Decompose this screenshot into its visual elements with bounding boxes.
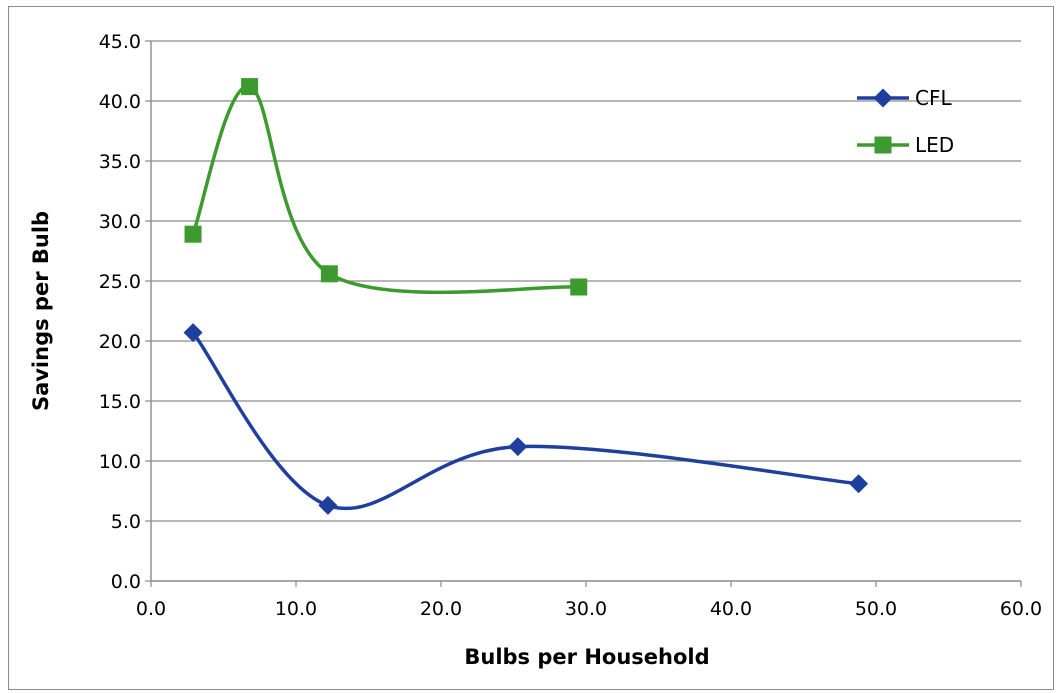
- axes: [145, 40, 1022, 587]
- legend-label: LED: [915, 133, 954, 157]
- y-tick-label: 45.0: [99, 31, 141, 53]
- x-tick-label: 20.0: [420, 598, 462, 620]
- x-tick-label: 30.0: [565, 598, 607, 620]
- y-tick-label: 25.0: [99, 271, 141, 293]
- legend-item-led: LED: [857, 133, 954, 157]
- led-point: [320, 265, 338, 283]
- led-point: [570, 278, 588, 296]
- legend-marker: [874, 136, 892, 154]
- x-tick-label: 40.0: [710, 598, 752, 620]
- y-axis-title: Savings per Bulb: [29, 211, 53, 411]
- x-tick-labels: 0.0 10.0 20.0 30.0 40.0 50.0 60.0: [136, 598, 1042, 620]
- x-tick-label: 10.0: [275, 598, 317, 620]
- legend-item-cfl: CFL: [857, 86, 952, 110]
- led-point: [184, 225, 202, 243]
- cfl-point: [508, 437, 528, 457]
- gridlines: [151, 40, 1021, 522]
- y-tick-label: 20.0: [99, 331, 141, 353]
- x-tick-label: 60.0: [1000, 598, 1042, 620]
- cfl-line: [191, 330, 861, 511]
- legend: CFL LED: [857, 86, 954, 157]
- y-tick-label: 15.0: [99, 391, 141, 413]
- led-line: [191, 84, 581, 295]
- series-cfl: [183, 323, 869, 515]
- cfl-point: [318, 495, 338, 515]
- series-led: [184, 78, 588, 296]
- legend-marker: [873, 88, 893, 108]
- y-tick-label: 30.0: [99, 211, 141, 233]
- cfl-point: [849, 474, 869, 494]
- series: [183, 78, 869, 515]
- chart-frame: [8, 6, 1054, 690]
- y-tick-label: 10.0: [99, 451, 141, 473]
- y-tick-label: 40.0: [99, 91, 141, 113]
- y-tick-labels: 0.0 5.0 10.0 15.0 20.0 25.0 30.0 35.0 40.0 45.0: [99, 31, 141, 593]
- x-tick-label: 50.0: [855, 598, 897, 620]
- y-tick-label: 0.0: [111, 571, 141, 593]
- cfl-point: [183, 323, 203, 343]
- y-tick-label: 35.0: [99, 151, 141, 173]
- x-tick-label: 0.0: [136, 598, 166, 620]
- x-axis-title: Bulbs per Household: [464, 645, 709, 669]
- legend-label: CFL: [915, 86, 952, 110]
- led-point: [241, 78, 259, 96]
- y-tick-label: 5.0: [111, 511, 141, 533]
